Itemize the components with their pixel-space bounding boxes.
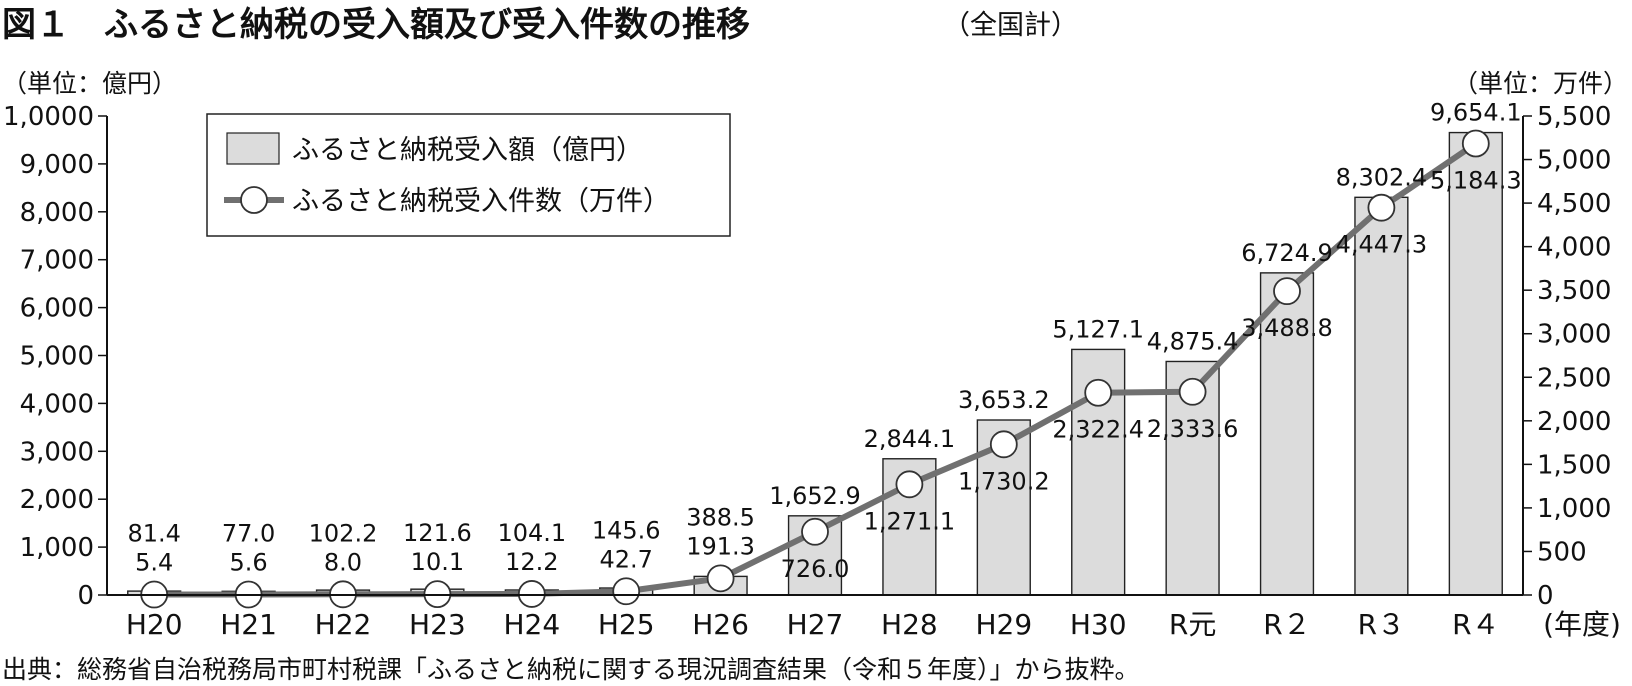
x-tick-label: R３	[1358, 608, 1405, 641]
amount-data-label: 104.1	[497, 519, 566, 547]
chart-title: 図１ ふるさと納税の受入額及び受入件数の推移	[2, 5, 750, 45]
left-axis-ticks: 0 1,000 2,000 3,000 4,000 5,000 6,000 7,000 8,00…	[3, 102, 107, 611]
right-tick-label: 1,000	[1537, 494, 1611, 524]
x-tick-label: H22	[315, 608, 372, 641]
legend-box	[206, 113, 731, 237]
count-data-label: 10.1	[411, 548, 464, 576]
chart-subtitle: （全国計）	[943, 10, 1078, 41]
count-data-label: 5.6	[230, 549, 268, 577]
count-data-label: 1,730.2	[958, 467, 1050, 495]
line-point	[989, 430, 1018, 459]
legend-line-marker	[240, 186, 268, 214]
data-labels: 81.45.4 77.05.6 102.28.0 121.610.1 104.112.2…	[127, 99, 1521, 583]
x-tick-label: H26	[692, 608, 749, 641]
line-point	[1273, 277, 1301, 306]
count-data-label: 42.7	[599, 545, 652, 573]
x-axis-suffix: (年度)	[1543, 608, 1621, 641]
left-tick-label: 1,0000	[3, 102, 94, 132]
left-axis-unit: （単位：億円）	[2, 69, 177, 98]
right-tick-label: 5,000	[1537, 146, 1611, 176]
count-data-label: 191.3	[686, 532, 755, 560]
x-tick-label: H30	[1070, 608, 1127, 641]
left-tick-label: 6,000	[20, 294, 94, 324]
right-tick-label: 3,000	[1537, 320, 1611, 350]
left-tick-label: 0	[77, 581, 94, 611]
x-tick-label: H25	[598, 608, 655, 641]
count-data-label: 2,333.6	[1147, 415, 1239, 443]
count-data-label: 5,184.3	[1430, 166, 1522, 194]
line-point	[706, 564, 735, 593]
amount-data-label: 121.6	[403, 519, 472, 547]
amount-data-label: 145.6	[592, 516, 661, 544]
amount-data-label: 2,844.1	[864, 425, 956, 453]
right-axis-unit: （単位：万件）	[1453, 69, 1628, 98]
amount-data-label: 8,302.4	[1336, 163, 1428, 191]
count-data-label: 3,488.8	[1241, 314, 1333, 342]
right-tick-label: 4,500	[1537, 189, 1611, 219]
left-tick-label: 4,000	[20, 389, 94, 419]
x-tick-label: H28	[881, 608, 938, 641]
bar	[1354, 196, 1409, 596]
x-axis-ticks: H20 H21 H22 H23 H24 H25 H26 H27 H28 H29 H30 R元 R２ R３ R…	[126, 608, 1500, 641]
amount-data-label: 4,875.4	[1147, 327, 1239, 355]
amount-data-label: 81.4	[127, 520, 180, 548]
right-tick-label: 5,500	[1537, 102, 1611, 132]
amount-data-label: 77.0	[222, 520, 275, 548]
count-data-label: 5.4	[135, 549, 173, 577]
amount-data-label: 9,654.1	[1430, 99, 1522, 127]
count-data-label: 8.0	[324, 548, 362, 576]
right-tick-label: 4,000	[1537, 233, 1611, 263]
x-tick-label: R２	[1263, 608, 1310, 641]
line-point	[895, 470, 924, 499]
count-data-label: 1,271.1	[864, 507, 956, 535]
count-data-label: 726.0	[781, 555, 850, 583]
line-point	[1367, 193, 1396, 222]
x-tick-label: H27	[787, 608, 844, 641]
right-axis-ticks: 0 500 1,000 1,500 2,000 2,500 3,000 3,500 4,000 4…	[1523, 102, 1611, 611]
x-tick-label: H20	[126, 608, 183, 641]
left-tick-label: 5,000	[20, 342, 94, 372]
line-point	[612, 577, 641, 606]
x-tick-label: H23	[409, 608, 466, 641]
line-point	[1178, 377, 1207, 406]
right-tick-label: 3,500	[1537, 276, 1611, 306]
x-tick-label: R元	[1169, 608, 1216, 641]
amount-data-label: 1,652.9	[769, 482, 861, 510]
left-tick-label: 1,000	[20, 533, 94, 563]
bar	[1448, 131, 1503, 596]
bar	[1259, 272, 1315, 596]
line-point	[1461, 129, 1490, 158]
left-tick-label: 2,000	[20, 485, 94, 515]
source-note: 出典：総務省自治税務局市町村税課「ふるさと納税に関する現況調査結果（令和５年度）…	[2, 655, 1140, 684]
right-tick-label: 2,000	[1537, 407, 1611, 437]
legend: ふるさと納税受入額（億円） ふるさと納税受入件数（万件）	[206, 113, 731, 237]
legend-bar-label: ふるさと納税受入額（億円）	[292, 135, 643, 166]
x-tick-label: H21	[220, 608, 277, 641]
count-data-label: 2,322.4	[1052, 416, 1144, 444]
legend-line-label: ふるさと納税受入件数（万件）	[292, 186, 670, 217]
x-tick-label: H29	[975, 608, 1032, 641]
amount-data-label: 388.5	[686, 503, 755, 531]
amount-data-label: 3,653.2	[958, 386, 1050, 414]
left-tick-label: 9,000	[20, 150, 94, 180]
line-point	[1084, 378, 1113, 407]
line-point	[517, 580, 546, 608]
right-tick-label: 1,500	[1537, 450, 1611, 480]
count-data-label: 12.2	[505, 548, 558, 576]
legend-bar-swatch	[226, 132, 280, 165]
right-tick-label: 500	[1537, 537, 1587, 567]
count-data-label: 4,447.3	[1336, 231, 1428, 259]
right-tick-label: 0	[1537, 581, 1554, 611]
right-tick-label: 2,500	[1537, 363, 1611, 393]
left-tick-label: 3,000	[20, 437, 94, 467]
amount-data-label: 102.2	[309, 519, 378, 547]
x-tick-label: H24	[503, 608, 560, 641]
amount-data-label: 5,127.1	[1052, 315, 1144, 343]
line-point	[801, 517, 829, 546]
amount-data-label: 6,724.9	[1241, 239, 1333, 267]
left-tick-label: 7,000	[20, 246, 94, 276]
left-tick-label: 8,000	[20, 198, 94, 228]
x-tick-label: R４	[1452, 608, 1499, 641]
